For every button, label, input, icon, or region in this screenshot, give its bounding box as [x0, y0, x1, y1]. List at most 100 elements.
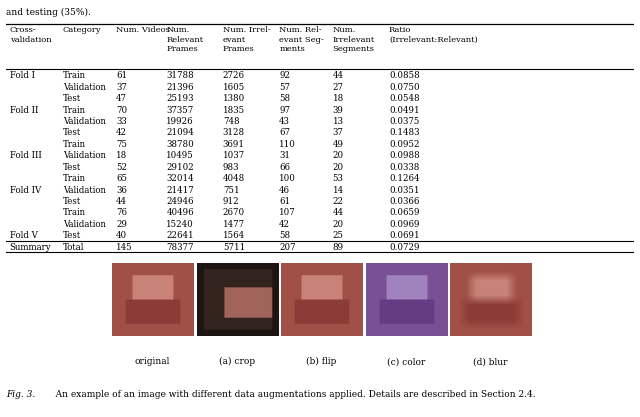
Text: 21417: 21417	[166, 186, 194, 195]
Text: Test: Test	[63, 197, 81, 206]
Text: 0.0375: 0.0375	[389, 117, 419, 126]
Text: 42: 42	[279, 220, 290, 229]
Text: 44: 44	[116, 197, 127, 206]
Text: Validation: Validation	[63, 83, 106, 92]
Text: Fold IV: Fold IV	[10, 186, 41, 195]
Text: Test: Test	[63, 94, 81, 103]
Text: 44: 44	[333, 71, 344, 80]
Text: 0.0338: 0.0338	[389, 163, 419, 172]
Text: 2670: 2670	[223, 208, 245, 218]
Text: 43: 43	[279, 117, 290, 126]
Text: (b) flip: (b) flip	[307, 357, 337, 367]
Text: 0.0351: 0.0351	[389, 186, 419, 195]
Text: 22641: 22641	[166, 231, 194, 240]
Text: (c) color: (c) color	[387, 357, 426, 366]
Text: 751: 751	[223, 186, 239, 195]
Text: 37: 37	[116, 83, 127, 92]
Text: 21396: 21396	[166, 83, 194, 92]
Text: 22: 22	[333, 197, 344, 206]
Text: 14: 14	[333, 186, 344, 195]
Text: 0.0729: 0.0729	[389, 243, 419, 252]
Text: Fold I: Fold I	[10, 71, 35, 80]
Text: 44: 44	[333, 208, 344, 218]
Text: 145: 145	[116, 243, 132, 252]
Text: 25: 25	[333, 231, 344, 240]
Text: Num. Videos: Num. Videos	[116, 26, 170, 35]
Text: 53: 53	[333, 174, 344, 183]
Text: 107: 107	[279, 208, 296, 218]
Text: 36: 36	[116, 186, 127, 195]
Text: 46: 46	[279, 186, 290, 195]
Text: 748: 748	[223, 117, 239, 126]
Text: 61: 61	[116, 71, 127, 80]
Text: Test: Test	[63, 231, 81, 240]
Text: 40: 40	[116, 231, 127, 240]
Text: 32014: 32014	[166, 174, 194, 183]
Text: 58: 58	[279, 231, 291, 240]
Text: 1380: 1380	[223, 94, 245, 103]
Text: 1605: 1605	[223, 83, 245, 92]
Text: (d) blur: (d) blur	[474, 357, 508, 366]
Text: Train: Train	[63, 71, 86, 80]
Text: 19926: 19926	[166, 117, 194, 126]
Text: Train: Train	[63, 140, 86, 149]
Text: (a) crop: (a) crop	[219, 357, 255, 367]
Text: 0.0491: 0.0491	[389, 106, 420, 115]
Text: 0.1483: 0.1483	[389, 128, 419, 138]
Text: 47: 47	[116, 94, 127, 103]
Text: 0.0659: 0.0659	[389, 208, 419, 218]
Text: 0.0858: 0.0858	[389, 71, 420, 80]
Text: 31: 31	[279, 151, 290, 161]
Text: 58: 58	[279, 94, 291, 103]
Text: 29: 29	[116, 220, 127, 229]
Text: 1037: 1037	[223, 151, 245, 161]
Text: 39: 39	[333, 106, 344, 115]
Text: 24946: 24946	[166, 197, 194, 206]
Text: 78377: 78377	[166, 243, 194, 252]
Text: 21094: 21094	[166, 128, 194, 138]
Text: 3128: 3128	[223, 128, 245, 138]
Text: 57: 57	[279, 83, 290, 92]
Text: Validation: Validation	[63, 117, 106, 126]
Text: 65: 65	[116, 174, 127, 183]
Text: 31788: 31788	[166, 71, 194, 80]
Text: 27: 27	[333, 83, 344, 92]
Text: Num.
Relevant
Frames: Num. Relevant Frames	[166, 26, 204, 53]
Text: 10495: 10495	[166, 151, 194, 161]
Text: Cross-
validation: Cross- validation	[10, 26, 51, 44]
Text: Fold V: Fold V	[10, 231, 37, 240]
Text: 0.0548: 0.0548	[389, 94, 420, 103]
Text: 0.0969: 0.0969	[389, 220, 419, 229]
Text: Num. Rel-
evant Seg-
ments: Num. Rel- evant Seg- ments	[279, 26, 324, 53]
Text: 13: 13	[333, 117, 344, 126]
Text: and testing (35%).: and testing (35%).	[6, 8, 92, 17]
Text: 5711: 5711	[223, 243, 245, 252]
Text: Summary: Summary	[10, 243, 51, 252]
Text: 20: 20	[333, 151, 344, 161]
Text: Test: Test	[63, 163, 81, 172]
Text: 42: 42	[116, 128, 127, 138]
Text: 61: 61	[279, 197, 291, 206]
Text: 20: 20	[333, 220, 344, 229]
Text: 1477: 1477	[223, 220, 245, 229]
Text: 0.0988: 0.0988	[389, 151, 420, 161]
Text: Category: Category	[63, 26, 102, 35]
Text: Train: Train	[63, 174, 86, 183]
Text: 37: 37	[333, 128, 344, 138]
Text: An example of an image with different data augmentations applied. Details are de: An example of an image with different da…	[47, 389, 536, 399]
Text: 75: 75	[116, 140, 127, 149]
Text: 25193: 25193	[166, 94, 194, 103]
Text: Num.
Irrelevant
Segments: Num. Irrelevant Segments	[333, 26, 375, 53]
Text: 38780: 38780	[166, 140, 194, 149]
Text: 110: 110	[279, 140, 296, 149]
Text: Num. Irrel-
evant
Frames: Num. Irrel- evant Frames	[223, 26, 271, 53]
Text: Validation: Validation	[63, 220, 106, 229]
Text: 33: 33	[116, 117, 127, 126]
Text: 18: 18	[116, 151, 127, 161]
Text: 52: 52	[116, 163, 127, 172]
Text: 92: 92	[279, 71, 290, 80]
Text: 70: 70	[116, 106, 127, 115]
Text: 67: 67	[279, 128, 290, 138]
Text: original: original	[135, 357, 170, 366]
Text: 0.1264: 0.1264	[389, 174, 419, 183]
